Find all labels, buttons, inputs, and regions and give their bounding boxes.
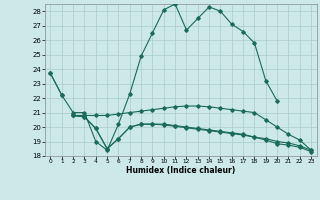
X-axis label: Humidex (Indice chaleur): Humidex (Indice chaleur) [126, 166, 236, 175]
